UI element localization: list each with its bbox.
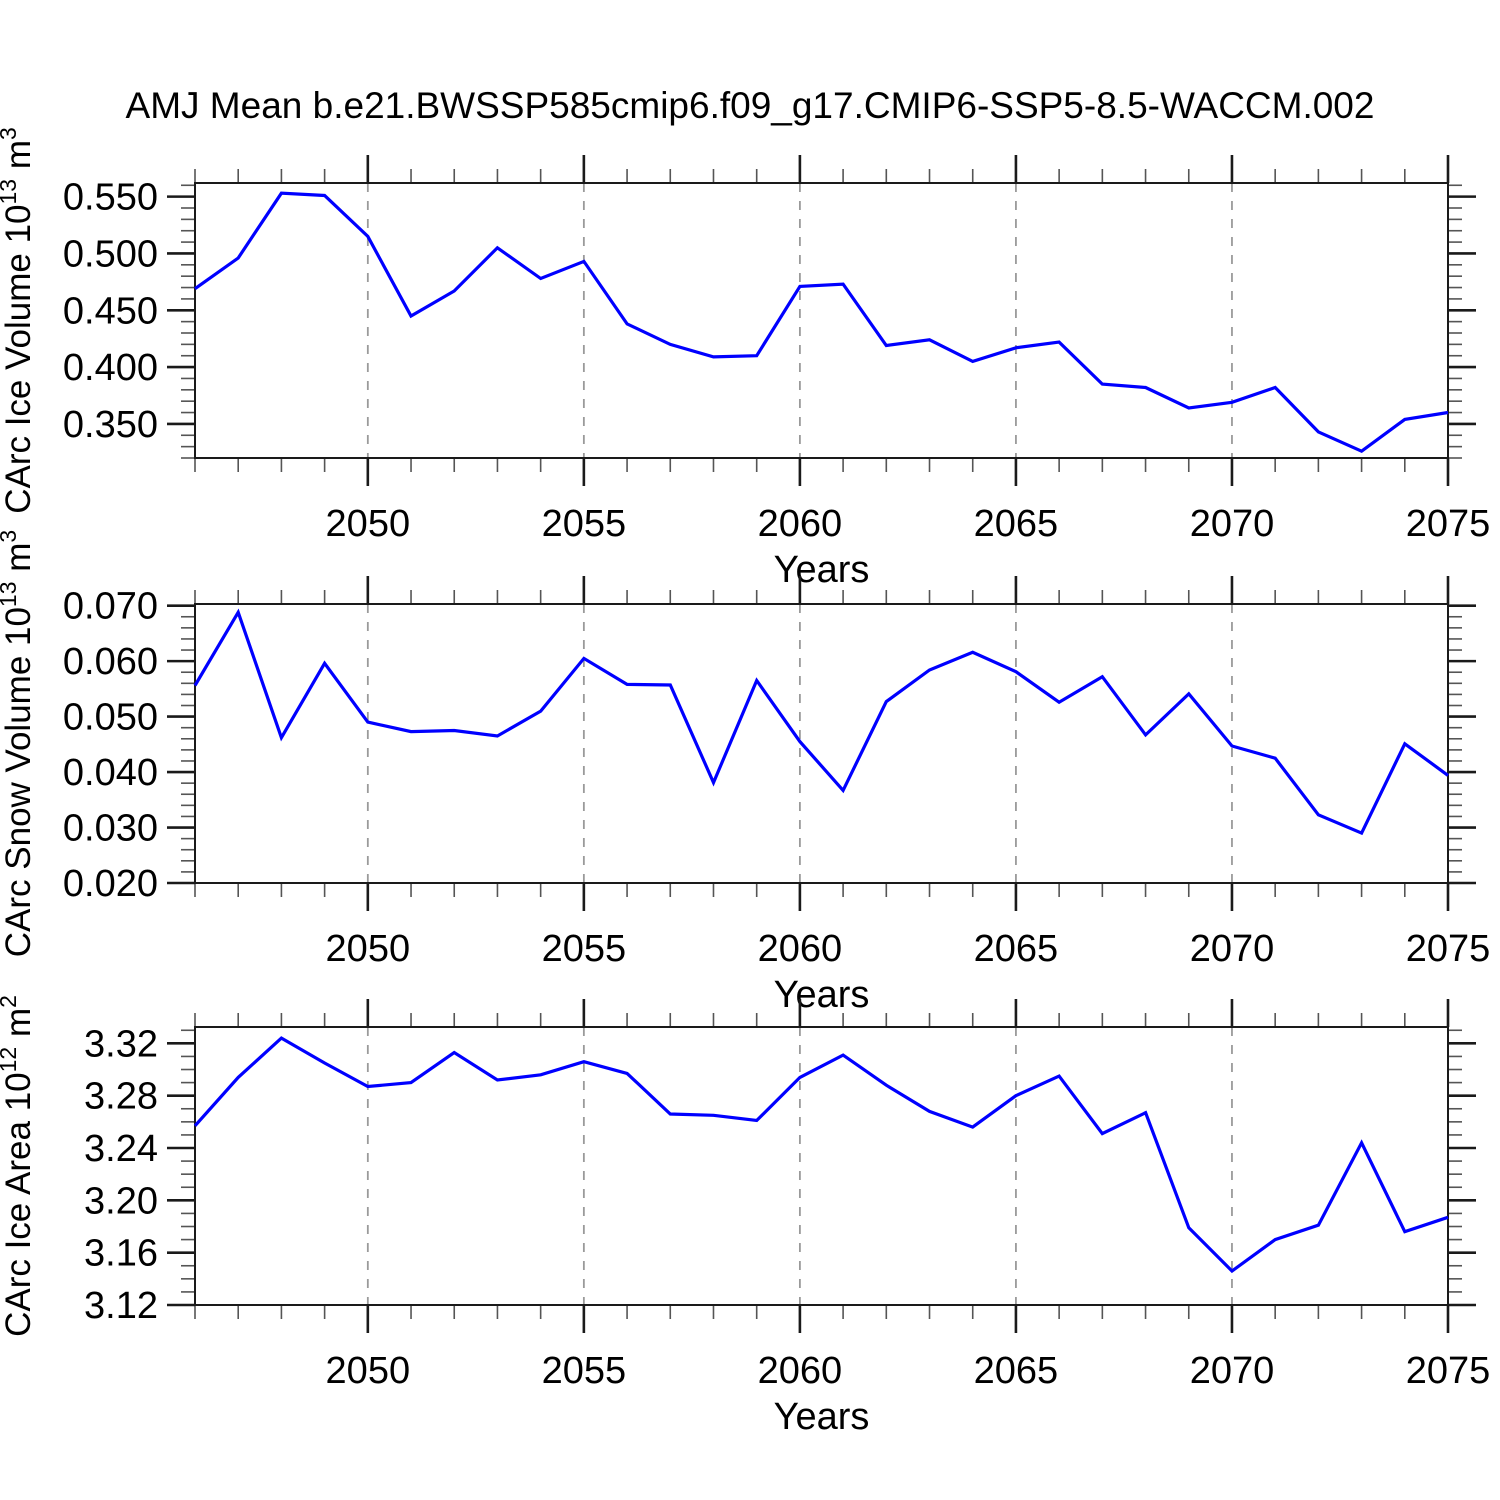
x-tick-label: 2060 [758,1350,843,1392]
y-axis-title: CArc Snow Volume 1013 m3 [0,530,38,957]
y-tick-label: 0.050 [63,697,158,739]
ticks-carc-ice-area [167,999,1476,1333]
panel-carc-ice-volume: 0.350 0.400 0.450 0.500 0.550 2050 2055 2060 206… [0,127,1490,591]
x-tick-label: 2050 [326,1350,411,1392]
x-axis-title: Years [774,549,870,591]
x-tick-labels-carc-ice-volume: 2050 2055 2060 2065 2070 2075 [326,503,1491,545]
y-tick-label: 0.070 [63,586,158,628]
y-tick-label: 3.28 [84,1076,158,1118]
panel-carc-ice-area: 3.12 3.16 3.20 3.24 3.28 3.32 2050 2055 2060 2065… [0,995,1490,1438]
y-tick-label: 3.20 [84,1180,158,1222]
ticks-carc-ice-volume [167,155,1476,486]
y-tick-label: 0.550 [63,177,158,219]
x-tick-label: 2060 [758,928,843,970]
x-tick-label: 2055 [542,928,627,970]
x-axis-title: Years [774,1396,870,1438]
y-tick-label: 0.030 [63,808,158,850]
x-tick-label: 2070 [1190,1350,1275,1392]
x-tick-label: 2075 [1406,503,1491,545]
y-tick-label: 0.500 [63,233,158,275]
chart-title: AMJ Mean b.e21.BWSSP585cmip6.f09_g17.CMI… [126,85,1375,126]
x-tick-label: 2050 [326,928,411,970]
axes-box [194,182,1449,459]
x-tick-label: 2050 [326,503,411,545]
y-tick-label: 3.24 [84,1128,158,1170]
x-tick-label: 2075 [1406,1350,1491,1392]
axes-box [194,1026,1449,1306]
carc-ice-volume-line [194,191,1449,454]
x-tick-label: 2070 [1190,928,1275,970]
y-tick-label: 3.12 [84,1285,158,1327]
x-tick-labels-carc-snow-volume: 2050 2055 2060 2065 2070 2075 [326,928,1491,970]
y-tick-label: 3.32 [84,1023,158,1065]
panels-group: 0.350 0.400 0.450 0.500 0.550 2050 2055 2060 206… [0,127,1490,1438]
x-tick-label: 2055 [542,503,627,545]
x-tick-label: 2070 [1190,503,1275,545]
y-tick-label: 0.400 [63,347,158,389]
y-tick-label: 3.16 [84,1233,158,1275]
axes-box [194,603,1449,884]
y-tick-labels-carc-snow-volume: 0.020 0.030 0.040 0.050 0.060 0.070 [63,586,158,905]
y-tick-label: 0.450 [63,290,158,332]
y-tick-label: 0.020 [63,863,158,905]
x-tick-label: 2055 [542,1350,627,1392]
ticks-carc-snow-volume [167,576,1476,911]
x-tick-labels-carc-ice-area: 2050 2055 2060 2065 2070 2075 [326,1350,1491,1392]
x-tick-label: 2060 [758,503,843,545]
x-tick-label: 2065 [974,1350,1059,1392]
y-axis-title: CArc Ice Area 1012 m2 [0,995,38,1337]
y-axis-title: CArc Ice Volume 1013 m3 [0,127,38,514]
y-tick-label: 0.350 [63,404,158,446]
carc-snow-volume-line [193,608,1449,836]
x-axis-title: Years [774,974,870,1016]
y-tick-label: 0.060 [63,641,158,683]
y-tick-labels-carc-ice-area: 3.12 3.16 3.20 3.24 3.28 3.32 [84,1023,158,1327]
y-tick-label: 0.040 [63,752,158,794]
y-tick-labels-carc-ice-volume: 0.350 0.400 0.450 0.500 0.550 [63,177,158,446]
carc-ice-area-line [193,1036,1449,1274]
x-tick-label: 2065 [974,928,1059,970]
x-tick-label: 2065 [974,503,1059,545]
x-tick-label: 2075 [1406,928,1491,970]
